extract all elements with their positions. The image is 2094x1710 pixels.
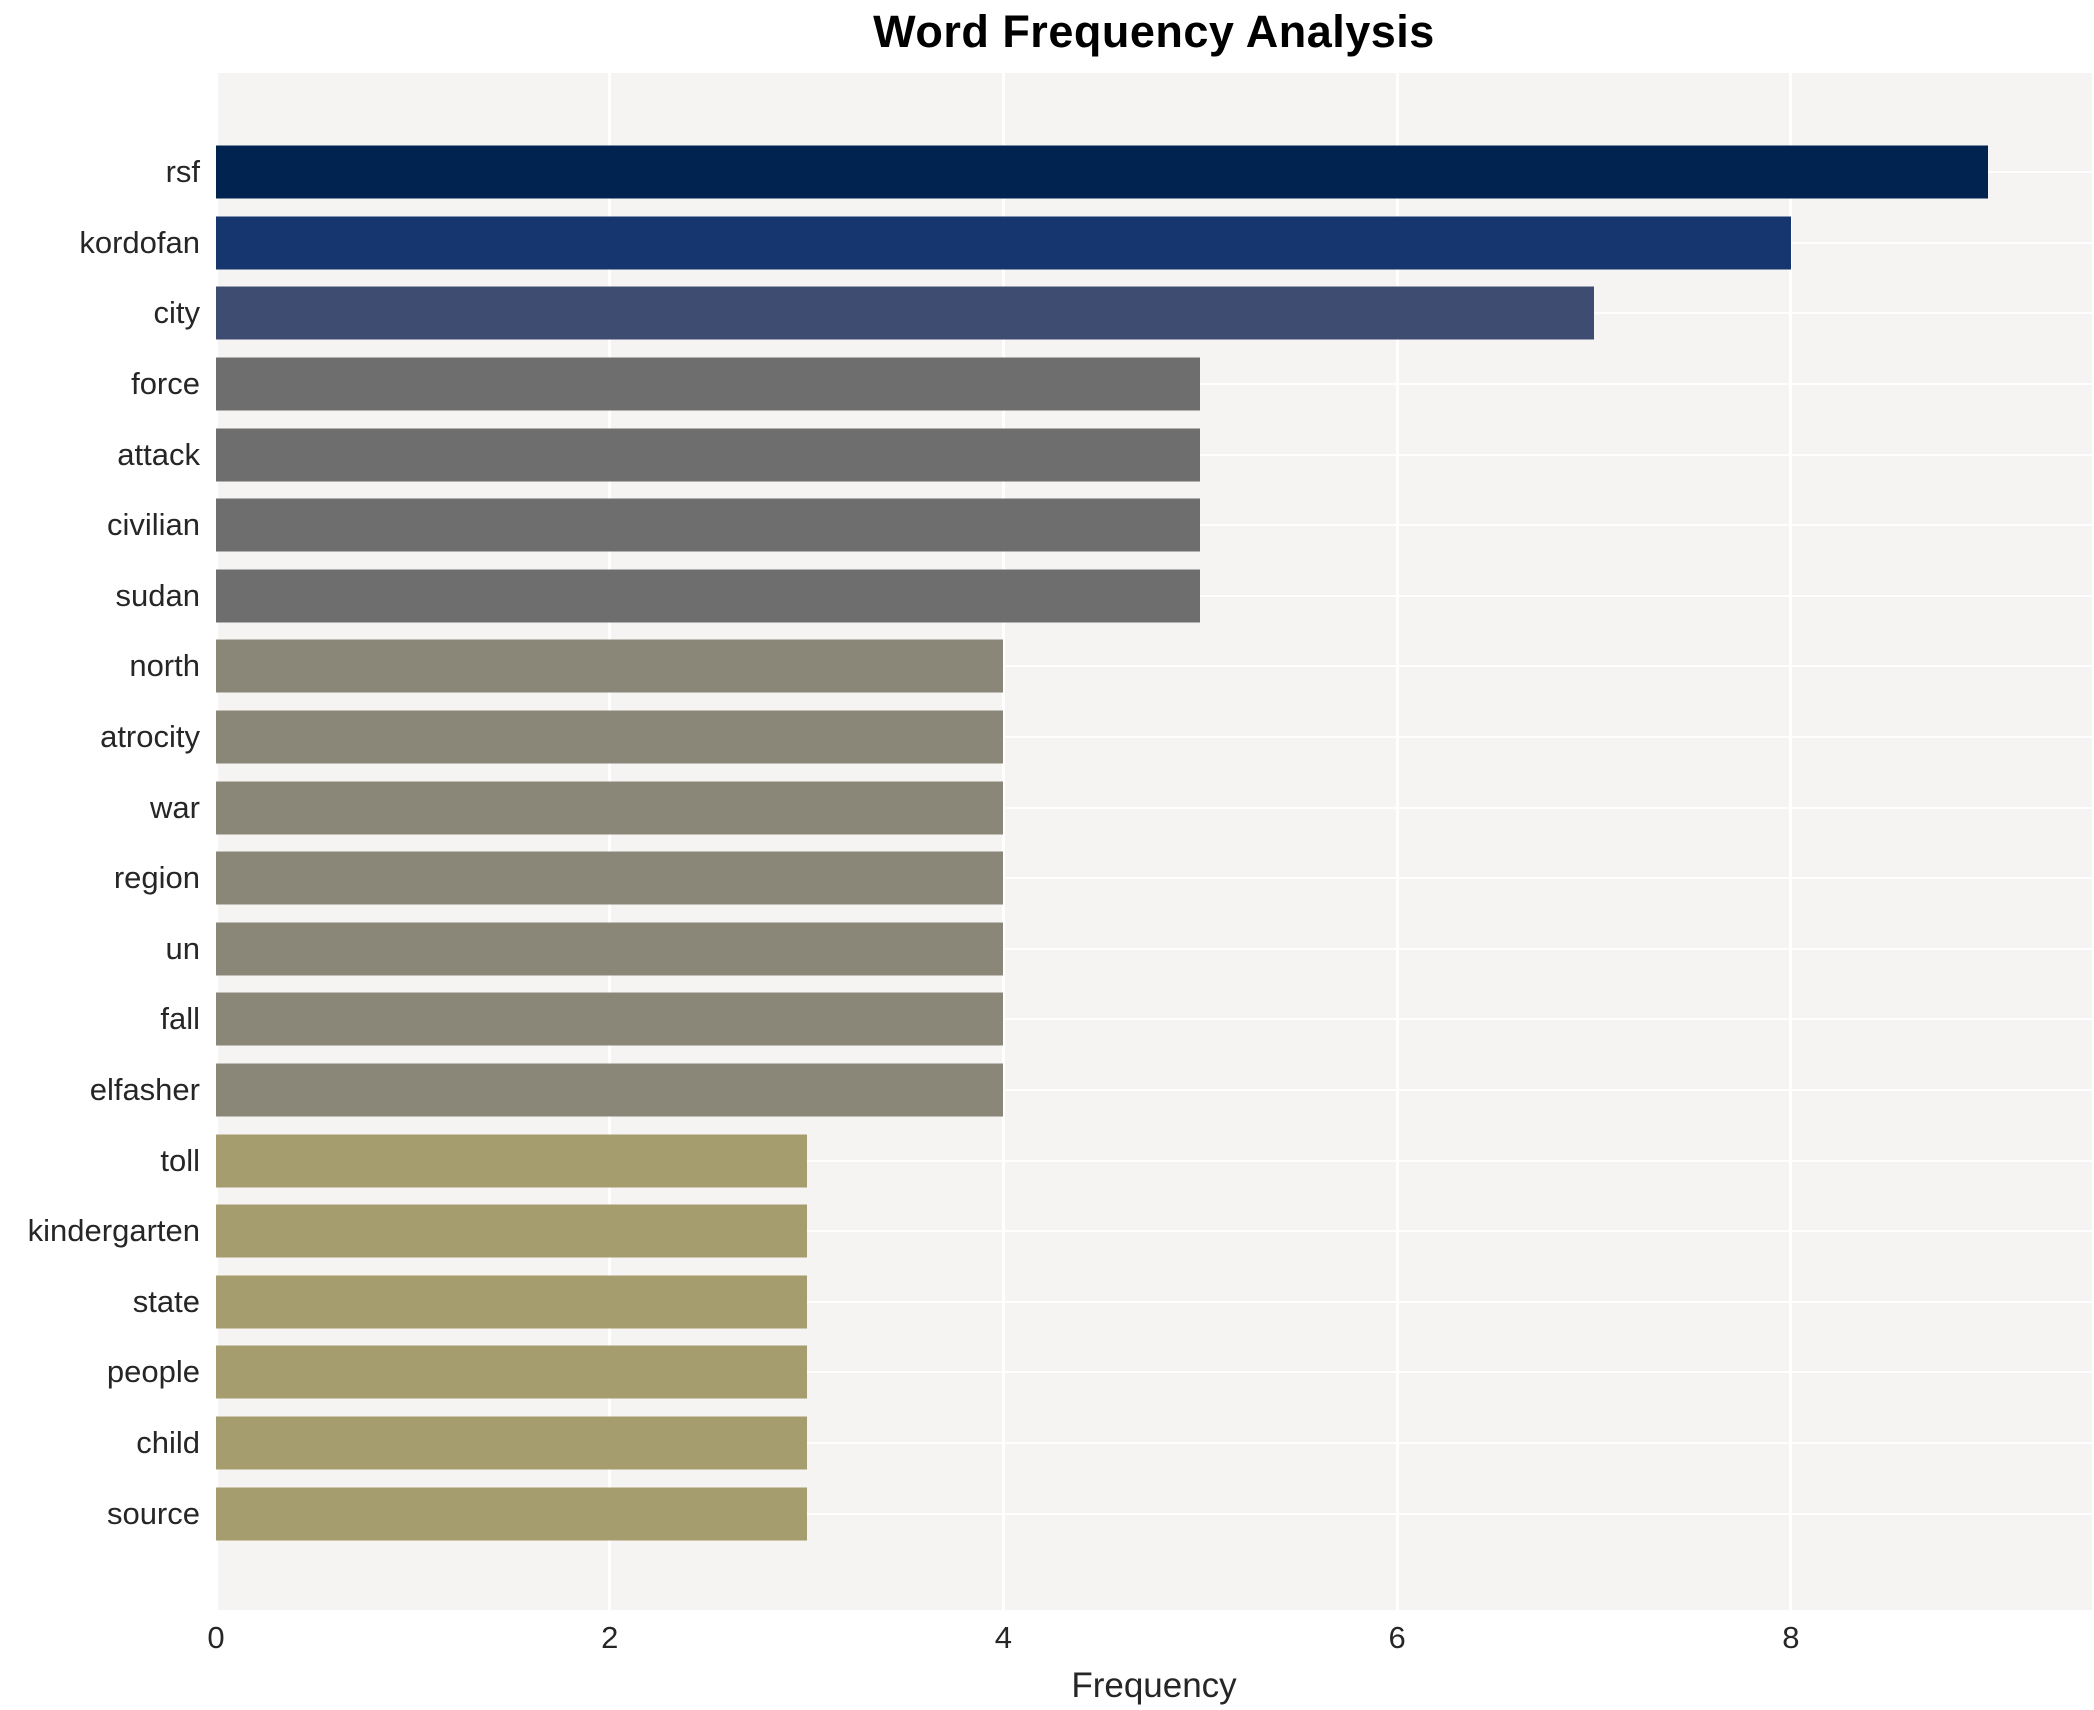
x-tick-label: 8 <box>1782 1620 1800 1655</box>
y-tick-label-toll: toll <box>160 1142 200 1178</box>
bar-row: city <box>154 278 2092 349</box>
x-tick-label: 6 <box>1388 1620 1406 1655</box>
y-tick-label-war: war <box>150 789 200 825</box>
y-tick-label-force: force <box>131 366 200 402</box>
gridline-horizontal <box>216 1300 2092 1303</box>
bar-sudan <box>216 569 1201 623</box>
y-tick-label-city: city <box>153 295 201 331</box>
bar-row: region <box>114 843 2092 914</box>
gridline-horizontal <box>216 947 2092 950</box>
bar-row: kindergarten <box>28 1196 2092 1267</box>
bar-row: force <box>131 349 2092 420</box>
bar-attack <box>216 428 1201 482</box>
y-tick-label-state: state <box>132 1283 200 1319</box>
x-axis: 0 2 4 6 8 <box>207 1620 2092 1664</box>
bar-row: child <box>136 1408 2092 1479</box>
y-tick-label-north: north <box>129 648 200 684</box>
bar-atrocity <box>216 710 1004 764</box>
y-tick-label-atrocity: atrocity <box>100 719 200 755</box>
bar-elfasher <box>216 1063 1004 1117</box>
bar-state <box>216 1275 807 1329</box>
gridline-vertical <box>214 73 218 1610</box>
gridline-vertical <box>1001 73 1005 1610</box>
y-tick-label-kindergarten: kindergarten <box>27 1213 200 1249</box>
gridline-horizontal <box>216 806 2092 809</box>
bar-force <box>216 357 1201 411</box>
bar-row: toll <box>160 1125 2092 1196</box>
bar-row: civilian <box>107 490 2092 561</box>
x-tick-label: 2 <box>601 1620 619 1655</box>
bar-row: kordofan <box>79 208 2092 279</box>
gridline-horizontal <box>216 1089 2092 1092</box>
gridline-vertical <box>1789 73 1793 1610</box>
y-tick-label-kordofan: kordofan <box>79 224 200 260</box>
chart-title: Word Frequency Analysis <box>873 6 1435 57</box>
gridline-horizontal <box>216 1230 2092 1233</box>
bars-container: rsf kordofan city force attack civilian sudan n… <box>28 73 2092 1610</box>
y-tick-label-region: region <box>113 860 200 896</box>
bar-fall <box>216 992 1004 1046</box>
gridline-horizontal <box>216 1441 2092 1444</box>
y-tick-label-source: source <box>106 1495 200 1531</box>
y-tick-label-fall: fall <box>160 1001 200 1037</box>
bar-row: elfasher <box>90 1055 2092 1126</box>
bar-rsf <box>216 145 1988 199</box>
y-tick-label-child: child <box>136 1424 200 1460</box>
bar-people <box>216 1345 807 1399</box>
x-tick-label: 0 <box>207 1620 225 1655</box>
gridline-horizontal <box>216 1512 2092 1515</box>
y-tick-label-sudan: sudan <box>115 577 200 613</box>
x-axis-label: Frequency <box>1071 1666 1237 1705</box>
bar-kindergarten <box>216 1204 807 1258</box>
bar-row: war <box>150 772 2092 843</box>
bar-row: attack <box>117 419 2092 490</box>
y-tick-label-rsf: rsf <box>165 154 200 190</box>
bar-row: un <box>166 914 2092 985</box>
bar-civilian <box>216 498 1201 552</box>
bar-toll <box>216 1134 807 1188</box>
bar-row: state <box>133 1267 2092 1338</box>
bar-row: north <box>129 631 2092 702</box>
bar-war <box>216 781 1004 835</box>
bar-row: fall <box>160 984 2092 1055</box>
bar-north <box>216 639 1004 693</box>
y-tick-label-un: un <box>165 930 200 966</box>
gridline-horizontal <box>216 877 2092 880</box>
bar-child <box>216 1416 807 1470</box>
bar-source <box>216 1487 807 1541</box>
y-tick-label-elfasher: elfasher <box>89 1072 200 1108</box>
gridline-vertical <box>1395 73 1399 1610</box>
y-tick-label-people: people <box>106 1354 200 1390</box>
bar-row: source <box>107 1478 2092 1549</box>
bar-row: atrocity <box>100 702 2092 773</box>
bar-row: sudan <box>116 561 2092 632</box>
gridline-horizontal <box>216 1159 2092 1162</box>
bar-row: rsf <box>166 137 2092 208</box>
bar-row: people <box>107 1337 2092 1408</box>
bar-region <box>216 851 1004 905</box>
gridline-horizontal <box>216 1371 2092 1374</box>
gridline-horizontal <box>216 1018 2092 1021</box>
gridline-vertical <box>608 73 612 1610</box>
gridline-horizontal <box>216 665 2092 668</box>
y-tick-label-attack: attack <box>117 436 200 472</box>
y-tick-label-civilian: civilian <box>106 507 200 543</box>
gridline-horizontal <box>216 736 2092 739</box>
bar-city <box>216 286 1594 340</box>
bar-un <box>216 922 1004 976</box>
bar-kordofan <box>216 216 1791 270</box>
x-tick-label: 4 <box>994 1620 1013 1655</box>
plot-area: rsf kordofan city force attack civilian sudan n… <box>28 73 2092 1610</box>
